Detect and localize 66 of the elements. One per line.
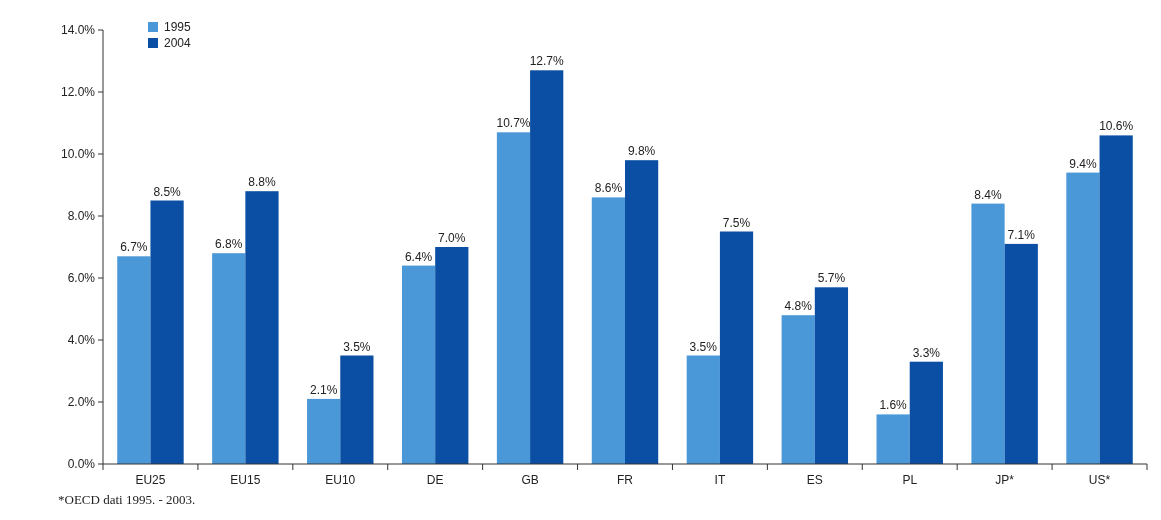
data-label: 10.6%	[1099, 119, 1134, 134]
data-label: 10.7%	[496, 116, 531, 131]
x-tick-label: EU10	[325, 473, 356, 487]
y-tick-label: 14.0%	[60, 23, 96, 38]
data-label: 3.5%	[343, 339, 371, 354]
data-label: 3.3%	[912, 345, 941, 360]
bar	[686, 355, 720, 464]
bar	[781, 315, 815, 464]
x-tick-label: FR	[617, 473, 634, 487]
x-tick-label: PL	[902, 473, 918, 487]
data-label: 4.8%	[784, 299, 813, 314]
bar	[1004, 243, 1038, 464]
bar	[435, 247, 469, 464]
x-tick-label: GB	[521, 473, 539, 487]
bar	[340, 355, 374, 464]
y-tick-label: 10.0%	[60, 147, 96, 162]
bar	[591, 197, 625, 464]
bar	[1099, 135, 1133, 464]
y-tick-label: 0.0%	[67, 457, 96, 472]
data-label: 2.1%	[309, 382, 338, 397]
bar	[307, 398, 341, 464]
data-label: 3.5%	[689, 339, 718, 354]
bar	[245, 191, 279, 464]
data-label: 5.7%	[817, 271, 846, 286]
bar	[625, 160, 659, 464]
data-label: 8.4%	[974, 187, 1003, 202]
y-tick-label: 8.0%	[67, 209, 96, 224]
data-label: 8.6%	[594, 181, 623, 196]
data-label: 9.4%	[1069, 156, 1097, 171]
data-label: 12.7%	[529, 54, 565, 69]
data-label: 6.4%	[404, 249, 433, 264]
bar	[1066, 172, 1100, 464]
bar	[401, 265, 436, 464]
bar	[814, 287, 849, 464]
x-tick-label: US*	[1088, 473, 1111, 487]
bar	[719, 231, 754, 464]
bar	[150, 200, 184, 464]
data-label: 6.7%	[120, 240, 148, 255]
x-tick-label: IT	[714, 473, 726, 487]
legend-label: 1995	[164, 20, 192, 34]
bar	[530, 70, 564, 464]
y-tick-label: 4.0%	[67, 333, 96, 348]
y-tick-label: 2.0%	[67, 395, 96, 410]
legend-label: 2004	[164, 36, 192, 50]
data-label: 1.6%	[879, 398, 908, 413]
bar	[212, 253, 246, 464]
x-tick-label: EU25	[135, 473, 166, 487]
data-label: 7.5%	[722, 215, 751, 230]
bar	[876, 414, 910, 464]
x-tick-label: JP*	[995, 473, 1015, 487]
x-tick-label: DE	[426, 473, 444, 487]
data-label: 7.1%	[1007, 227, 1036, 242]
text: *OECD dati 1995. - 2003.	[58, 492, 196, 507]
bar	[971, 203, 1005, 464]
bar	[117, 256, 151, 464]
data-label: 7.0%	[438, 231, 466, 245]
x-tick-label: EU15	[230, 473, 261, 487]
bar	[909, 361, 943, 464]
x-tick-label: ES	[806, 473, 823, 487]
y-tick-label: 12.0%	[60, 85, 96, 100]
y-tick-label: 6.0%	[67, 271, 96, 286]
data-label: 6.8%	[215, 237, 243, 252]
data-label: 9.8%	[627, 144, 656, 159]
data-label: 8.8%	[248, 175, 276, 190]
data-label: 8.5%	[153, 184, 182, 199]
bar	[496, 132, 531, 464]
